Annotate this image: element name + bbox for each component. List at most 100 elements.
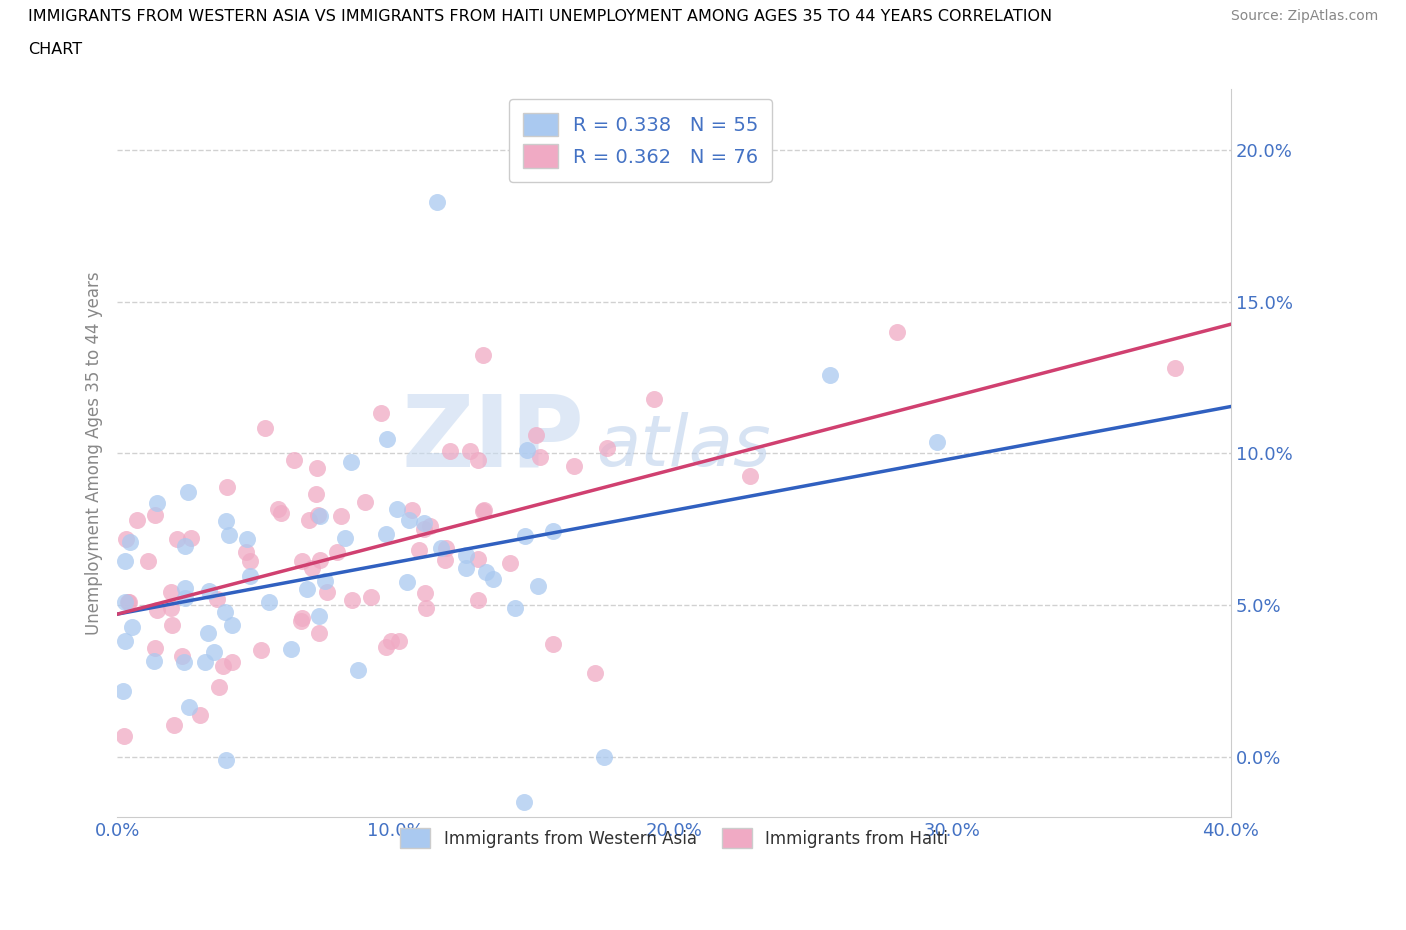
Point <box>239 569 262 584</box>
Point <box>257 595 280 610</box>
Point <box>925 434 948 449</box>
Point <box>117 594 139 609</box>
Point <box>434 552 457 567</box>
Point <box>401 502 423 517</box>
Point <box>513 529 536 544</box>
Point <box>818 368 841 383</box>
Point <box>125 512 148 527</box>
Text: ZIP: ZIP <box>402 391 585 487</box>
Point <box>172 648 194 663</box>
Point <box>527 578 550 593</box>
Point <box>395 575 418 590</box>
Point <box>524 428 547 443</box>
Point <box>215 752 238 767</box>
Point <box>347 662 370 677</box>
Point <box>516 443 538 458</box>
Point <box>177 485 200 499</box>
Point <box>387 633 409 648</box>
Point <box>253 420 276 435</box>
Point <box>541 524 564 538</box>
Point <box>280 642 302 657</box>
Point <box>307 508 329 523</box>
Point <box>413 522 436 537</box>
Point <box>290 614 312 629</box>
Point <box>188 708 211 723</box>
Point <box>305 486 328 501</box>
Point <box>177 699 200 714</box>
Point <box>370 405 392 420</box>
Point <box>413 586 436 601</box>
Point <box>562 458 585 473</box>
Point <box>596 441 619 456</box>
Point <box>413 516 436 531</box>
Point <box>460 444 482 458</box>
Point <box>454 547 477 562</box>
Point <box>467 453 489 468</box>
Point <box>211 658 233 673</box>
Point <box>385 501 408 516</box>
Point <box>593 750 616 764</box>
Point <box>380 634 402 649</box>
Point <box>529 449 551 464</box>
Point <box>114 634 136 649</box>
Point <box>160 600 183 615</box>
Text: Source: ZipAtlas.com: Source: ZipAtlas.com <box>1230 9 1378 23</box>
Point <box>467 552 489 567</box>
Point <box>197 626 219 641</box>
Point <box>415 601 437 616</box>
Point <box>160 618 183 632</box>
Legend: Immigrants from Western Asia, Immigrants from Haiti: Immigrants from Western Asia, Immigrants… <box>388 817 959 860</box>
Point <box>291 553 314 568</box>
Point <box>541 636 564 651</box>
Y-axis label: Unemployment Among Ages 35 to 44 years: Unemployment Among Ages 35 to 44 years <box>86 272 103 635</box>
Point <box>146 495 169 510</box>
Point <box>115 531 138 546</box>
Point <box>142 654 165 669</box>
Point <box>214 604 236 619</box>
Point <box>250 643 273 658</box>
Point <box>426 194 449 209</box>
Point <box>112 729 135 744</box>
Point <box>512 795 534 810</box>
Point <box>354 494 377 509</box>
Text: CHART: CHART <box>28 42 82 57</box>
Point <box>118 535 141 550</box>
Point <box>456 561 478 576</box>
Point <box>375 639 398 654</box>
Point <box>308 625 330 640</box>
Point <box>295 581 318 596</box>
Point <box>117 595 139 610</box>
Point <box>643 392 665 406</box>
Point <box>419 518 441 533</box>
Point <box>174 580 197 595</box>
Point <box>472 502 495 517</box>
Point <box>439 444 461 458</box>
Point <box>738 469 761 484</box>
Point <box>499 556 522 571</box>
Point <box>375 432 398 446</box>
Point <box>173 538 195 553</box>
Point <box>472 504 495 519</box>
Point <box>174 591 197 605</box>
Point <box>333 531 356 546</box>
Point <box>143 641 166 656</box>
Point <box>301 561 323 576</box>
Point <box>291 610 314 625</box>
Point <box>436 540 458 555</box>
Point <box>482 572 505 587</box>
Point <box>180 530 202 545</box>
Point <box>114 595 136 610</box>
Point <box>309 509 332 524</box>
Point <box>886 325 908 339</box>
Point <box>308 609 330 624</box>
Point <box>143 507 166 522</box>
Point <box>208 680 231 695</box>
Point <box>239 553 262 568</box>
Point <box>467 592 489 607</box>
Point <box>340 454 363 469</box>
Point <box>270 506 292 521</box>
Text: atlas: atlas <box>596 412 770 481</box>
Point <box>314 574 336 589</box>
Point <box>583 666 606 681</box>
Point <box>194 655 217 670</box>
